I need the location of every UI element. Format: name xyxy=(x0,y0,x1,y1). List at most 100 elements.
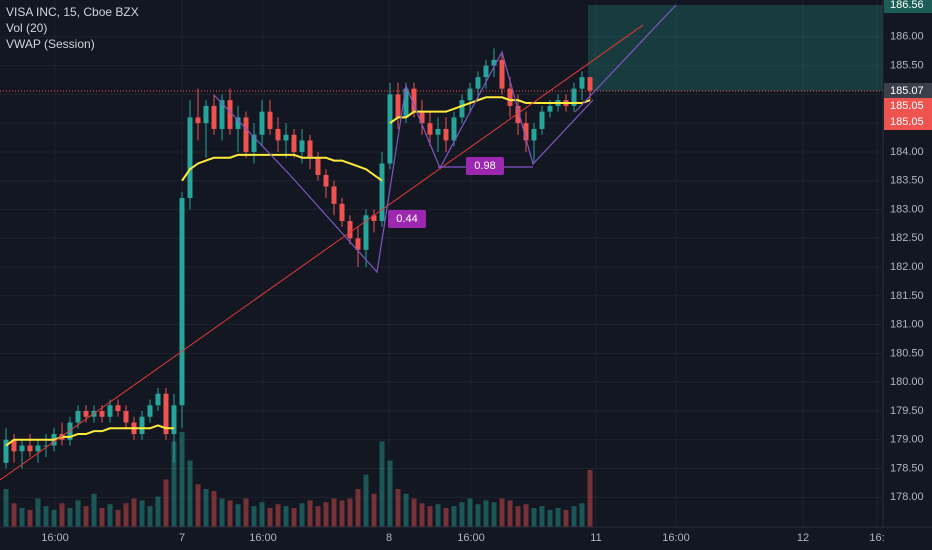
price-badge-label: 185.05 xyxy=(890,100,924,112)
zigzag xyxy=(213,50,594,274)
candle-body xyxy=(547,105,553,112)
candle-body xyxy=(411,88,417,112)
target-zone xyxy=(588,5,883,91)
y-tick-label: 179.50 xyxy=(890,405,924,417)
volume-bar xyxy=(147,506,153,527)
volume-bar xyxy=(499,498,505,527)
candle-body xyxy=(35,445,41,452)
candle-body xyxy=(155,393,161,406)
volume-bar xyxy=(411,498,417,527)
volume-bar xyxy=(427,506,433,527)
price-badge xyxy=(884,83,932,99)
vwap-line xyxy=(5,424,174,447)
volume-bar xyxy=(579,503,585,527)
volume-bar xyxy=(43,506,49,527)
vwap-line xyxy=(181,153,383,182)
candle-body xyxy=(75,410,81,423)
annotation-box xyxy=(388,210,426,228)
volume-bar xyxy=(27,509,33,527)
candle-body xyxy=(467,88,473,101)
candle-body xyxy=(531,128,537,141)
drawings: 0.44 0.98 xyxy=(0,4,883,481)
y-tick-label: 183.00 xyxy=(890,203,924,215)
candle-body xyxy=(571,88,577,106)
x-tick-label: 16:00 xyxy=(249,532,277,544)
grid xyxy=(0,0,883,527)
candle-body xyxy=(115,405,121,411)
volume-bar xyxy=(139,500,145,527)
candle-body xyxy=(443,128,449,141)
candle-body xyxy=(251,134,257,152)
volume-bar xyxy=(467,498,473,527)
volume-bar xyxy=(115,509,121,527)
candle-body xyxy=(403,88,409,118)
volume-bar xyxy=(155,496,161,527)
candle-body xyxy=(427,123,433,135)
volume-bar xyxy=(395,489,401,527)
annotation: 0.98 xyxy=(474,160,495,172)
volume-bar xyxy=(179,432,185,527)
x-tick-label: 12 xyxy=(797,532,809,544)
candle-body xyxy=(267,111,273,129)
indicator: VWAP (Session) xyxy=(6,37,95,51)
candle-body xyxy=(499,59,505,89)
x-tick-label: 16:00 xyxy=(41,532,69,544)
volume-bar xyxy=(83,506,89,527)
y-tick-label: 180.50 xyxy=(890,347,924,359)
x-tick-label: 7 xyxy=(179,532,185,544)
volume-bar xyxy=(91,493,97,527)
candle-body xyxy=(275,128,281,141)
candles xyxy=(3,48,593,469)
volume-bar xyxy=(259,502,265,527)
candle-body xyxy=(315,157,321,175)
volume-bar xyxy=(19,508,25,527)
candle-body xyxy=(211,105,217,129)
volume-bar xyxy=(99,508,105,527)
volume-bar xyxy=(323,502,329,527)
candle-body xyxy=(515,105,521,124)
candle-body xyxy=(307,140,313,158)
candle-body xyxy=(387,94,393,164)
candle-body xyxy=(363,215,369,250)
candle-body xyxy=(99,410,105,417)
volume-bar xyxy=(3,489,9,527)
candle-body xyxy=(11,439,17,452)
candle-body xyxy=(435,128,441,135)
volume-bar xyxy=(123,503,129,527)
volume-bar xyxy=(195,484,201,527)
volume-bar xyxy=(339,500,345,527)
candle-body xyxy=(27,445,33,452)
volume-bar xyxy=(475,504,481,527)
y-tick-label: 178.00 xyxy=(890,491,924,503)
candle-body xyxy=(139,416,145,435)
volume-bar xyxy=(307,500,313,527)
candle-body xyxy=(299,140,305,152)
x-tick-label: 11 xyxy=(590,532,601,544)
x-tick-label: 16:00 xyxy=(457,532,485,544)
candle-body xyxy=(523,123,529,141)
symbol-title: VISA INC, 15, Cboe BZX xyxy=(6,5,139,19)
volume-bar xyxy=(419,503,425,527)
volume-bar xyxy=(51,509,57,527)
volume-bar xyxy=(243,498,249,527)
price-badge-label: 185.05 xyxy=(890,116,924,128)
price-badge xyxy=(884,0,932,13)
price-badge-label: 185.07 xyxy=(890,85,924,97)
candle-body xyxy=(579,77,585,89)
projection xyxy=(574,4,677,113)
volume-bar xyxy=(355,489,361,527)
y-tick-label: 181.00 xyxy=(890,319,924,331)
candle-body xyxy=(203,105,209,124)
candle-body xyxy=(475,77,481,89)
volume-bar xyxy=(11,503,17,527)
volume-bar xyxy=(187,460,193,527)
y-tick-label: 179.00 xyxy=(890,434,924,446)
volume-bar xyxy=(563,509,569,527)
volume-bar xyxy=(275,504,281,527)
volume-bar xyxy=(371,493,377,527)
volume-bar xyxy=(387,460,393,527)
volume-bar xyxy=(251,506,257,527)
